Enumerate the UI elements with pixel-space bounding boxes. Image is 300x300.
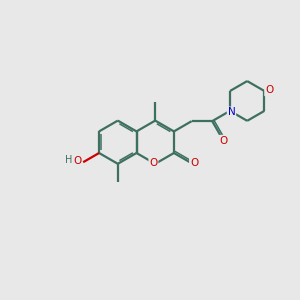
Text: N: N	[228, 107, 235, 117]
Text: O: O	[265, 85, 273, 95]
Text: O: O	[73, 156, 81, 166]
Text: O: O	[149, 158, 158, 168]
Text: O: O	[190, 158, 198, 168]
Text: O: O	[220, 136, 228, 146]
Text: H: H	[65, 155, 73, 165]
